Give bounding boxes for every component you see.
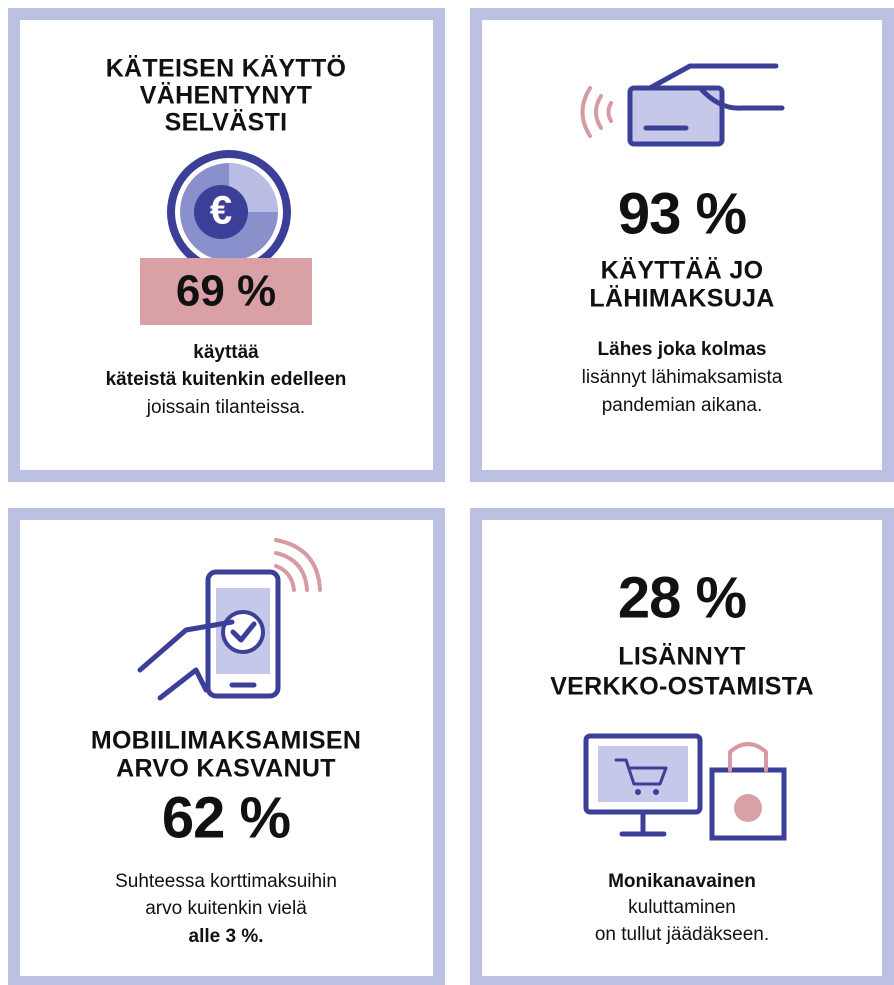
panel-text: lisännyt lähimaksamista — [582, 367, 783, 388]
panel-frame — [8, 8, 445, 482]
panel-text: Lähes joka kolmas — [598, 339, 767, 360]
panel-title: KÄYTTÄÄ JO — [601, 257, 764, 285]
card-icon — [580, 63, 785, 147]
panel-text: Suhteessa korttimaksuihin — [115, 871, 337, 892]
panel-title: ARVO KASVANUT — [116, 755, 336, 783]
panel-frame — [470, 8, 894, 482]
shopping-icon — [583, 733, 787, 841]
panel-text: käyttää — [193, 342, 259, 363]
panel-title: KÄTEISEN KÄYTTÖ — [106, 54, 347, 83]
panel-title: LISÄNNYT — [618, 643, 745, 671]
panel-title: SELVÄSTI — [165, 109, 288, 137]
stat-highlight — [140, 258, 312, 325]
svg-text:€: € — [210, 189, 232, 233]
panel-frame — [8, 508, 445, 985]
panel-stat: 62 % — [162, 785, 291, 850]
panel-text: kuluttaminen — [628, 897, 736, 918]
panel-title: VÄHENTYNYT — [140, 82, 312, 110]
panel-title: MOBIILIMAKSAMISEN — [91, 727, 361, 755]
panel-text: Monikanavainen — [608, 871, 756, 892]
panel-text: on tullut jäädäkseen. — [595, 924, 769, 945]
panel-stat: 93 % — [618, 181, 747, 246]
panel-stat: 69 % — [176, 267, 276, 316]
coin-icon: € — [167, 150, 291, 274]
panel-text: joissain tilanteissa. — [146, 397, 305, 418]
panel-title: LÄHIMAKSUJA — [589, 285, 774, 313]
panel-text: pandemian aikana. — [602, 395, 763, 416]
panel-text: alle 3 %. — [189, 926, 264, 947]
panel-text: arvo kuitenkin vielä — [145, 898, 307, 919]
panel-stat: 28 % — [618, 565, 747, 630]
phone-icon — [137, 538, 322, 701]
panel-frame — [470, 508, 894, 985]
panel-text: käteistä kuitenkin edelleen — [106, 369, 347, 390]
panel-title: VERKKO-OSTAMISTA — [550, 673, 814, 701]
